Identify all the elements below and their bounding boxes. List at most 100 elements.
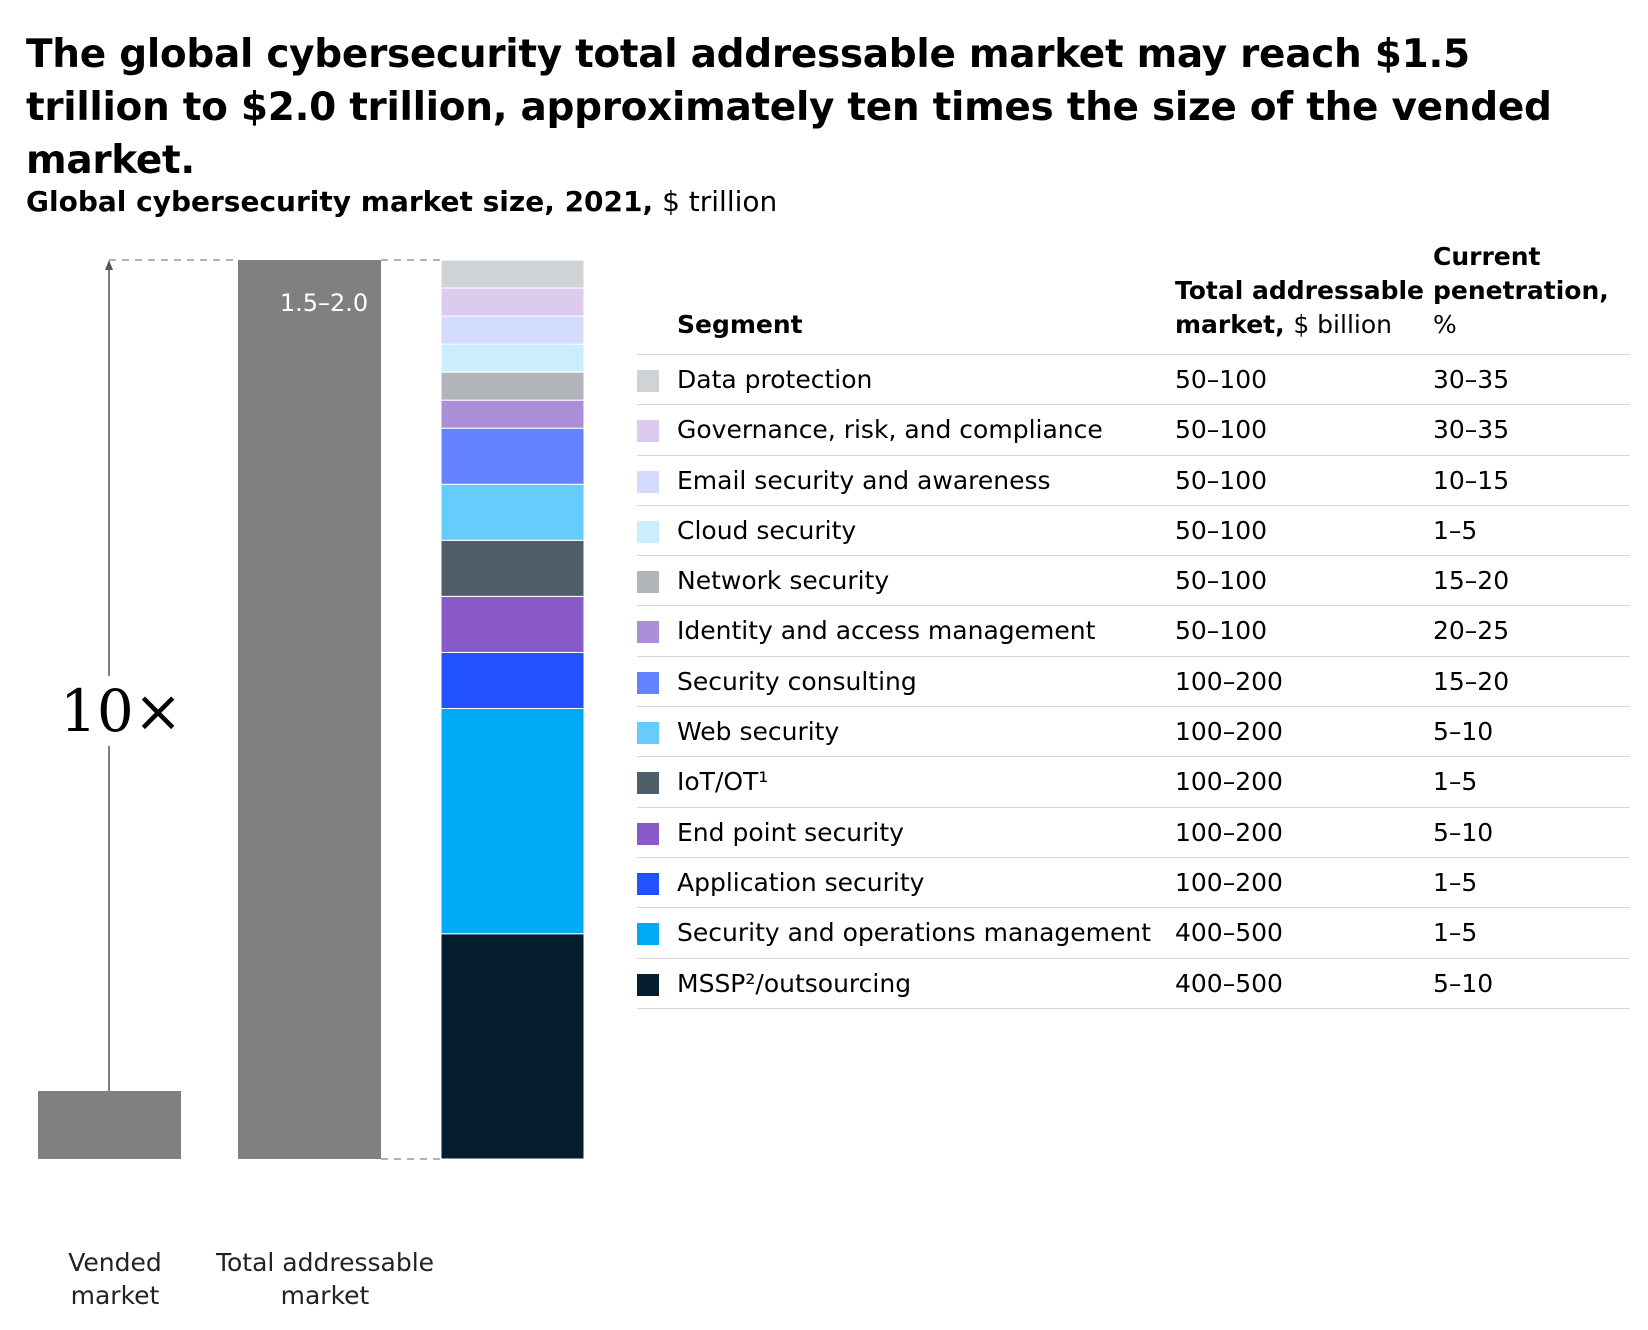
segment-cell: Web security	[677, 717, 840, 747]
legend-swatch	[637, 520, 659, 543]
legend-swatch	[637, 470, 659, 493]
legend-swatch	[637, 973, 659, 996]
bar-vended	[38, 1091, 181, 1159]
legend-swatch	[637, 722, 659, 745]
table-row: Email security and awareness 50–100 10–15	[637, 456, 1630, 506]
legend-swatch	[637, 370, 659, 392]
table-row: Application security 100–200 1–5	[637, 858, 1630, 909]
tam-cell: 50–100	[1175, 515, 1268, 545]
header-segment: Segment	[677, 310, 803, 339]
stack-segment	[440, 539, 585, 597]
penetration-cell: 30–35	[1433, 365, 1510, 394]
penetration-cell: 15–20	[1433, 666, 1510, 696]
segment-table: Segment Total addressable market, $ bill…	[637, 242, 1630, 1009]
penetration-cell: 5–10	[1433, 968, 1494, 998]
bars-layer	[38, 260, 381, 1159]
tam-value-label: 1.5–2.0	[279, 289, 369, 317]
penetration-cell: 15–20	[1433, 566, 1510, 596]
header-tam-unit: $ billion	[1293, 310, 1392, 339]
table-row: Data protection 50–100 30–35	[637, 355, 1630, 406]
x-label-tam: Total addressable market	[205, 1246, 445, 1312]
table-row: Identity and access management 50–100 20–2…	[637, 606, 1630, 657]
segment-cell: Security consulting	[677, 666, 917, 696]
vended-value-label: 0.14–0.15	[54, 1162, 174, 1190]
table-row: Security consulting 100–200 15–20	[637, 657, 1630, 708]
header-pen-line2: penetration, %	[1433, 274, 1630, 342]
legend-swatch	[637, 822, 659, 845]
table-row: Web security 100–200 5–10	[637, 707, 1630, 758]
multiplier-label: 10×	[60, 676, 183, 746]
header-pen-unit: %	[1433, 310, 1457, 339]
tam-cell: 400–500	[1175, 918, 1283, 948]
table-row: MSSP²/outsourcing 400–500 5–10	[637, 959, 1630, 1009]
x-label-vended-line2: market	[70, 1281, 160, 1310]
table-row: IoT/OT¹ 100–200 1–5	[637, 757, 1630, 808]
arrow-head-icon	[105, 260, 113, 270]
legend-swatch	[637, 872, 659, 895]
penetration-cell: 1–5	[1433, 867, 1478, 897]
stack-segment	[440, 651, 585, 709]
legend-swatch	[637, 923, 659, 946]
x-label-vended: Vended market	[30, 1246, 200, 1312]
table-row: Network security 50–100 15–20	[637, 556, 1630, 607]
subtitle-unit: $ trillion	[662, 185, 778, 218]
table-row: Governance, risk, and compliance 50–100 30…	[637, 405, 1630, 456]
legend-swatch	[637, 420, 659, 443]
penetration-cell: 20–25	[1433, 616, 1510, 646]
legend-swatch	[637, 671, 659, 694]
stack-segment	[440, 427, 585, 485]
header-tam-line1: Total addressable	[1175, 276, 1424, 305]
tam-cell: 50–100	[1175, 465, 1268, 495]
penetration-cell: 5–10	[1433, 817, 1494, 847]
tam-cell: 100–200	[1175, 767, 1283, 797]
header-tam: Total addressable market, $ billion	[1175, 274, 1424, 342]
segment-cell: Data protection	[677, 365, 873, 394]
segment-cell: Application security	[677, 867, 925, 897]
table-body: Data protection 50–100 30–35 Governance, ri…	[637, 355, 1630, 1009]
segment-cell: Cloud security	[677, 515, 857, 545]
penetration-cell: 1–5	[1433, 918, 1478, 948]
segment-cell: Security and operations management	[677, 918, 1152, 948]
table-row: Security and operations management 400–50…	[637, 908, 1630, 959]
segment-cell: Email security and awareness	[677, 465, 1051, 495]
header-penetration: Current penetration, %	[1433, 240, 1630, 342]
subtitle-bold: Global cybersecurity market size, 2021,	[26, 185, 654, 218]
stack-segment	[440, 315, 585, 345]
chart-headline: The global cybersecurity total addressab…	[26, 32, 1552, 183]
tam-cell: 100–200	[1175, 867, 1283, 897]
header-pen-line2-bold: penetration,	[1433, 276, 1609, 305]
segment-cell: Governance, risk, and compliance	[677, 415, 1103, 445]
legend-swatch	[637, 621, 659, 644]
chart-subtitle: Global cybersecurity market size, 2021, …	[26, 184, 777, 220]
penetration-cell: 30–35	[1433, 415, 1510, 445]
stack-segment	[440, 343, 585, 373]
x-label-vended-line1: Vended	[68, 1248, 162, 1277]
table-row: End point security 100–200 5–10	[637, 808, 1630, 858]
legend-swatch	[637, 772, 659, 795]
segment-cell: Identity and access management	[677, 616, 1096, 646]
table-row: Cloud security 50–100 1–5	[637, 506, 1630, 557]
segment-cell: Network security	[677, 566, 890, 596]
header-tam-line2-bold: market,	[1175, 310, 1285, 339]
header-tam-line2: market, $ billion	[1175, 308, 1424, 342]
bar-tam	[238, 260, 381, 1159]
stack-segment	[440, 371, 585, 401]
tam-cell: 100–200	[1175, 817, 1283, 847]
table-header: Segment Total addressable market, $ bill…	[637, 242, 1630, 355]
stack-segment	[440, 287, 585, 317]
penetration-cell: 1–5	[1433, 515, 1478, 545]
stack-segment	[440, 483, 585, 541]
penetration-cell: 5–10	[1433, 717, 1494, 747]
segment-cell: IoT/OT¹	[677, 767, 769, 797]
tam-cell: 400–500	[1175, 968, 1283, 998]
tam-cell: 50–100	[1175, 566, 1268, 596]
stacked-segments	[440, 259, 585, 1160]
tam-cell: 100–200	[1175, 717, 1283, 747]
penetration-cell: 10–15	[1433, 465, 1510, 495]
x-label-tam-line2: market	[280, 1281, 370, 1310]
stack-segment	[440, 595, 585, 653]
header-pen-line1: Current	[1433, 242, 1541, 271]
tam-cell: 50–100	[1175, 616, 1268, 646]
segment-cell: End point security	[677, 817, 904, 847]
stack-segment	[440, 399, 585, 429]
